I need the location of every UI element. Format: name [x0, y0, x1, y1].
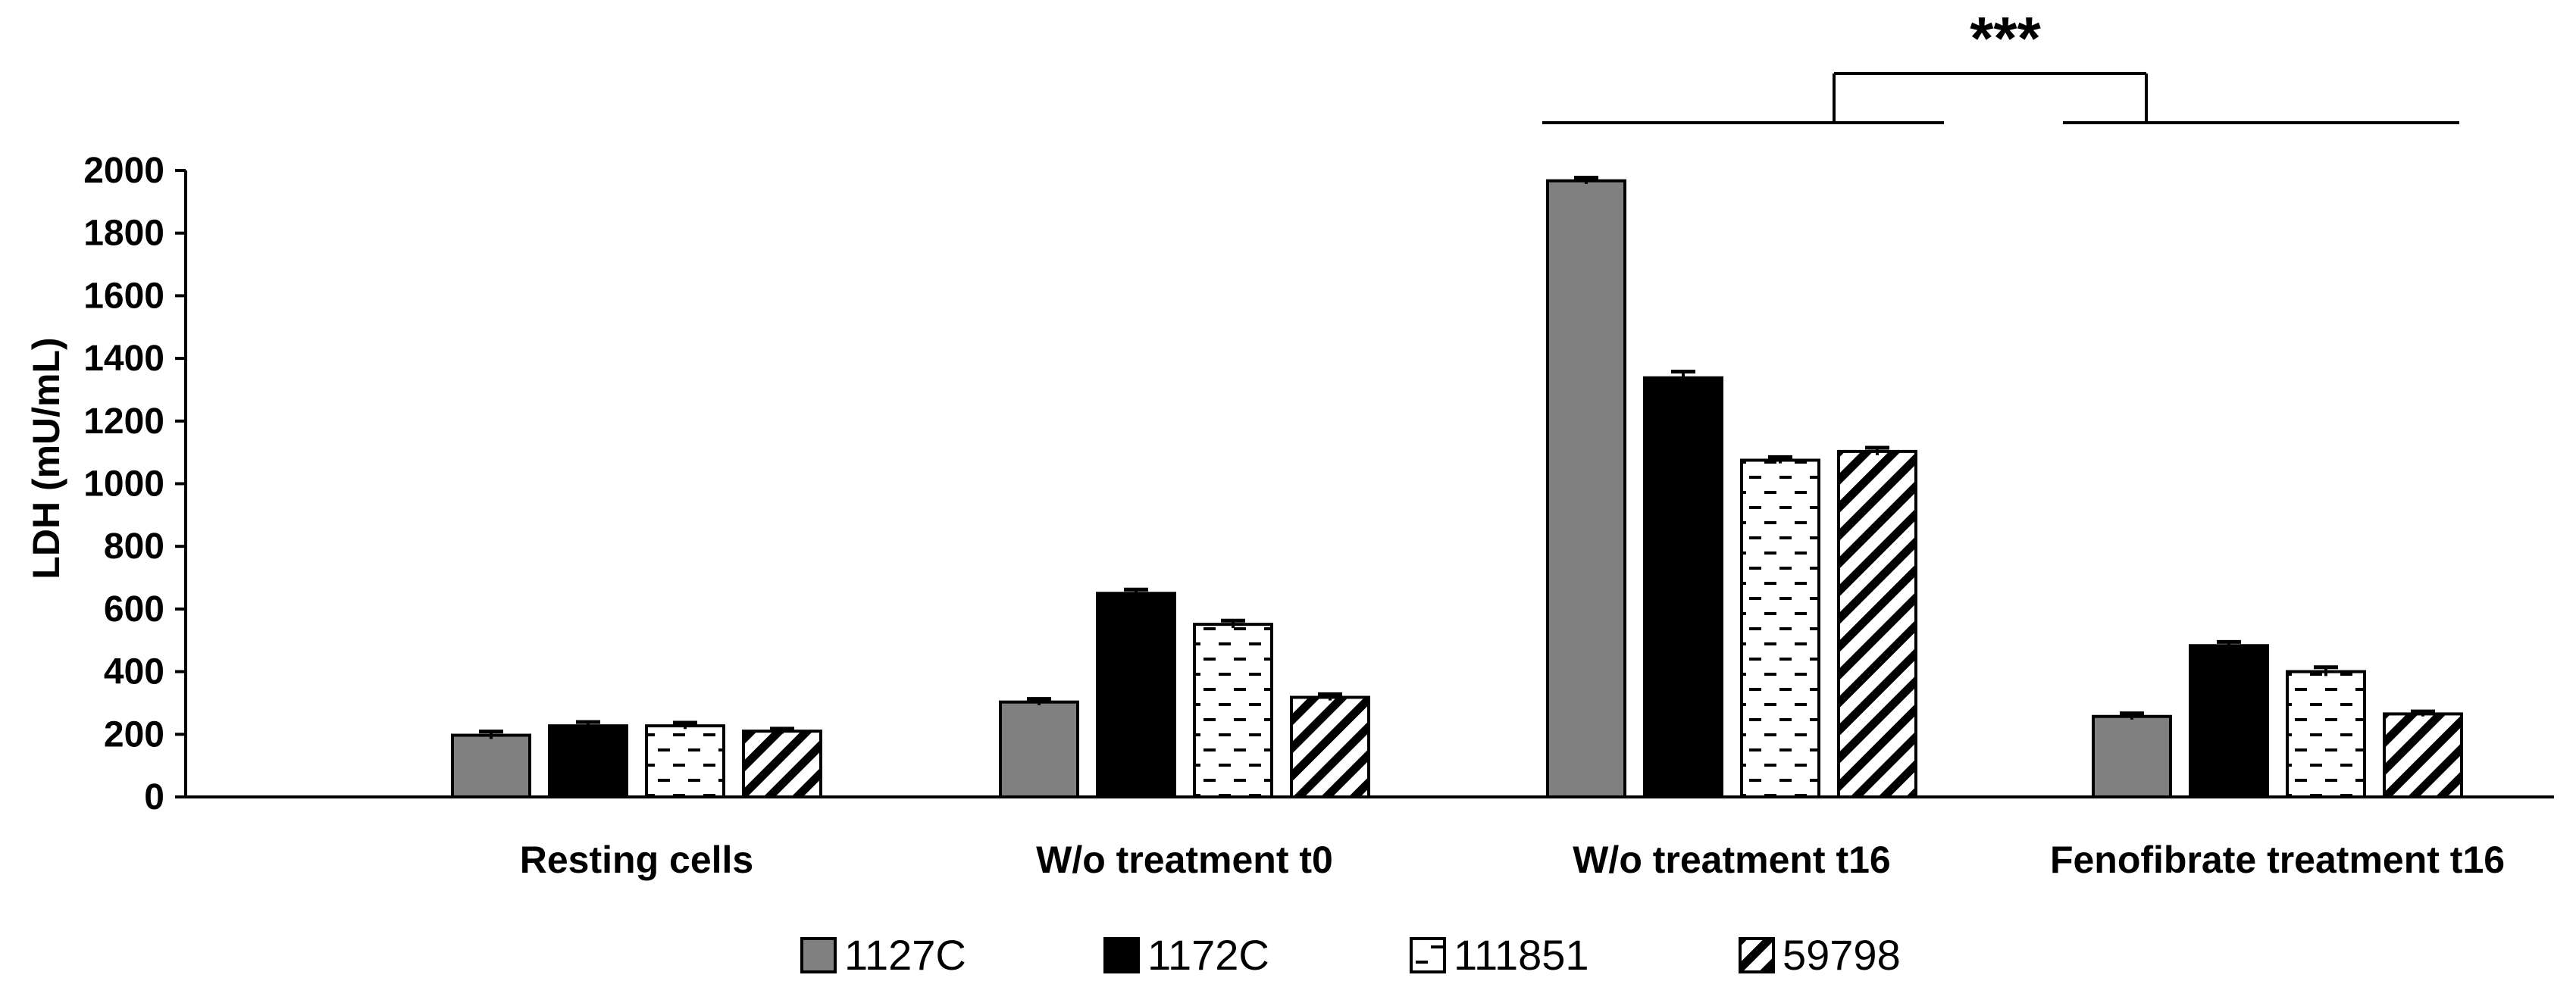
bar-59798-3: [2383, 712, 2463, 798]
bar-1172C-1: [1096, 592, 1176, 798]
bar-1172C-3: [2189, 644, 2269, 798]
y-tick-label: 0: [144, 777, 164, 817]
legend: 1127C 1172C 111851 59798: [800, 931, 1901, 979]
y-tick-label: 1400: [83, 339, 164, 379]
legend-swatch-111851: [1410, 937, 1446, 973]
x-category-label: Fenofibrate treatment t16: [2050, 839, 2505, 881]
y-tick-label: 400: [104, 652, 164, 692]
legend-swatch-1127C: [800, 937, 837, 973]
y-tick-label: 600: [104, 589, 164, 630]
y-axis-title: LDH (mU/mL): [25, 337, 67, 579]
bar-1127C-1: [999, 700, 1079, 798]
significance-label: ***: [1970, 5, 2041, 72]
legend-label-111851: 111851: [1454, 931, 1589, 979]
y-tick-label: 1800: [83, 214, 164, 254]
bar-59798-1: [1290, 695, 1370, 799]
bar-1127C-3: [2092, 714, 2172, 799]
legend-swatch-1172C: [1103, 937, 1140, 973]
bar-1172C-0: [548, 724, 628, 798]
y-tick-label: 2000: [83, 151, 164, 191]
x-category-label: W/o treatment t16: [1573, 839, 1891, 881]
y-tick-label: 1200: [83, 402, 164, 442]
legend-swatch-59798: [1739, 937, 1775, 973]
legend-label-1172C: 1172C: [1147, 931, 1269, 979]
y-tick-label: 800: [104, 526, 164, 567]
bar-111851-2: [1740, 458, 1820, 798]
bar-1127C-2: [1546, 179, 1626, 798]
bar-1127C-0: [451, 733, 531, 799]
bar-1172C-2: [1643, 376, 1723, 798]
significance-bracket: [1542, 72, 2459, 124]
bar-111851-3: [2286, 670, 2366, 798]
y-tick-label: 200: [104, 714, 164, 755]
x-category-label: W/o treatment t0: [1036, 839, 1333, 881]
bars: [451, 176, 2463, 799]
x-category-label: Resting cells: [520, 839, 753, 881]
bar-111851-1: [1193, 623, 1273, 798]
bar-111851-0: [645, 724, 725, 798]
bar-59798-2: [1837, 449, 1917, 798]
bar-59798-0: [742, 730, 822, 798]
axes: 0 200 400 600 800 1000 1200 1400 1600 1800 2000 Res…: [83, 151, 2554, 881]
legend-label-59798: 59798: [1783, 931, 1901, 979]
legend-label-1127C: 1127C: [844, 931, 966, 979]
y-tick-label: 1600: [83, 276, 164, 316]
y-tick-label: 1000: [83, 464, 164, 505]
